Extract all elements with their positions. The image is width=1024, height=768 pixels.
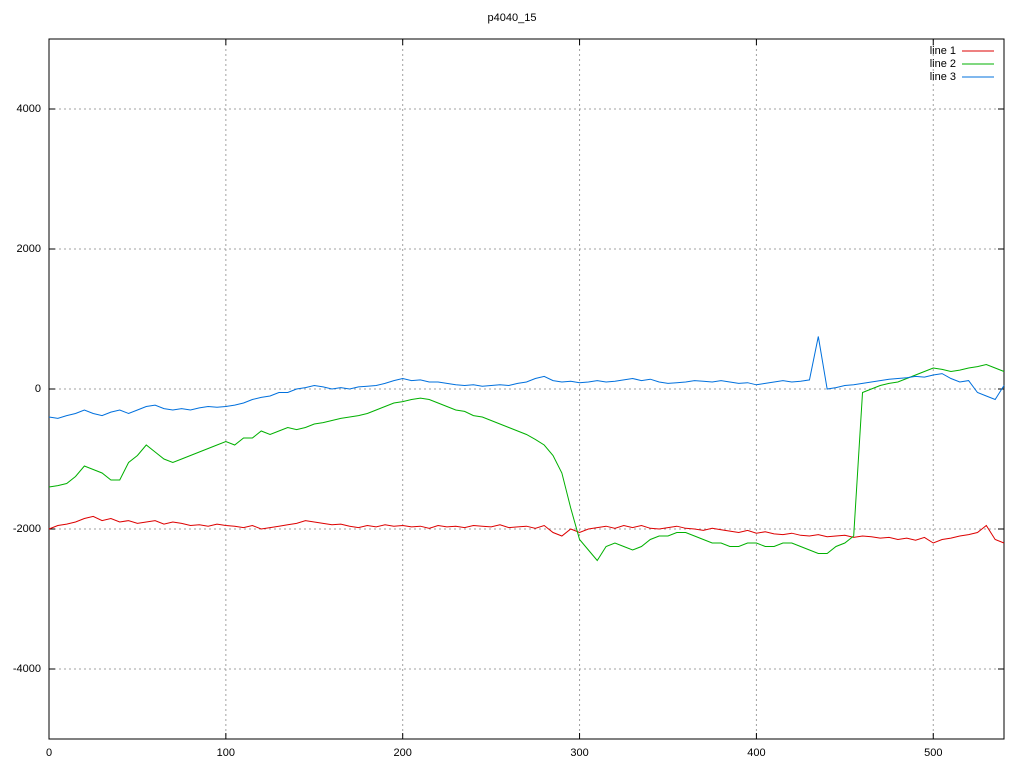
plot-frame <box>48 38 1005 740</box>
x-tick-label: 0 <box>46 747 52 759</box>
chart-title: p4040_15 <box>488 12 537 24</box>
y-tick-label: -4000 <box>13 663 41 675</box>
x-tick-label: 400 <box>747 747 765 759</box>
y-tick-label: 0 <box>35 383 41 395</box>
x-tick-label: 500 <box>924 747 942 759</box>
legend-label: line 1 <box>930 45 956 57</box>
y-tick-label: 4000 <box>17 103 41 115</box>
y-tick-label: -2000 <box>13 523 41 535</box>
series-line <box>48 363 1005 562</box>
y-tick-label: 2000 <box>17 243 41 255</box>
x-tick-label: 200 <box>394 747 412 759</box>
legend-label: line 2 <box>930 58 956 70</box>
x-tick-label: 300 <box>570 747 588 759</box>
series-line <box>48 515 1005 544</box>
series-line <box>48 336 1005 419</box>
x-tick-label: 100 <box>217 747 235 759</box>
legend-label: line 3 <box>930 71 956 83</box>
